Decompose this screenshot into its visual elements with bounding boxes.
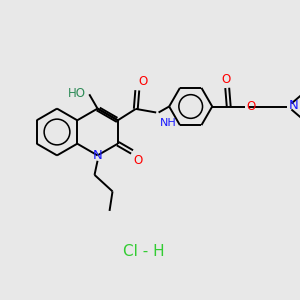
Text: Cl - H: Cl - H [123, 244, 165, 260]
Text: O: O [221, 73, 230, 85]
Text: N: N [288, 99, 298, 112]
Text: O: O [134, 154, 143, 167]
Text: O: O [139, 75, 148, 88]
Text: NH: NH [160, 118, 176, 128]
Text: HO: HO [68, 87, 86, 100]
Text: N: N [93, 149, 102, 162]
Text: O: O [246, 100, 256, 113]
